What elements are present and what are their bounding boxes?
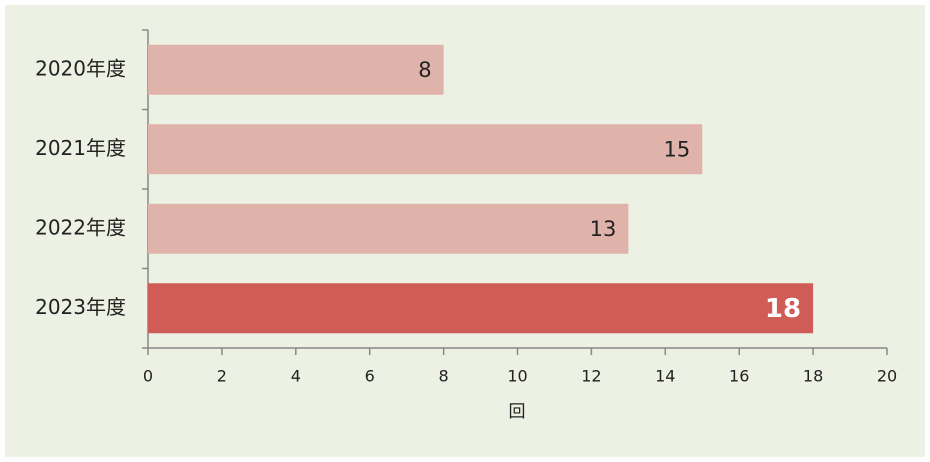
x-tick-label: 8 <box>439 367 449 386</box>
x-axis-title: 回 <box>509 402 526 422</box>
x-tick-label: 0 <box>143 367 153 386</box>
x-tick-label: 16 <box>729 367 749 386</box>
x-tick-label: 20 <box>877 367 897 386</box>
y-tick-label: 2023年度 <box>35 295 126 319</box>
x-tick-label: 4 <box>291 367 301 386</box>
y-tick-label: 2020年度 <box>35 56 126 80</box>
y-tick-label: 2022年度 <box>35 215 126 239</box>
value-label: 13 <box>590 217 617 241</box>
bar <box>148 203 629 254</box>
value-label: 15 <box>664 137 691 161</box>
bar <box>148 44 444 95</box>
x-tick-label: 2 <box>217 367 227 386</box>
bar <box>148 124 703 175</box>
value-label: 8 <box>418 58 431 82</box>
value-label: 18 <box>765 294 801 324</box>
x-tick-label: 14 <box>655 367 675 386</box>
bar <box>148 283 814 334</box>
x-tick-label: 12 <box>581 367 601 386</box>
y-tick-label: 2021年度 <box>35 136 126 160</box>
x-tick-label: 18 <box>803 367 823 386</box>
x-tick-label: 6 <box>365 367 375 386</box>
x-tick-label: 10 <box>507 367 527 386</box>
